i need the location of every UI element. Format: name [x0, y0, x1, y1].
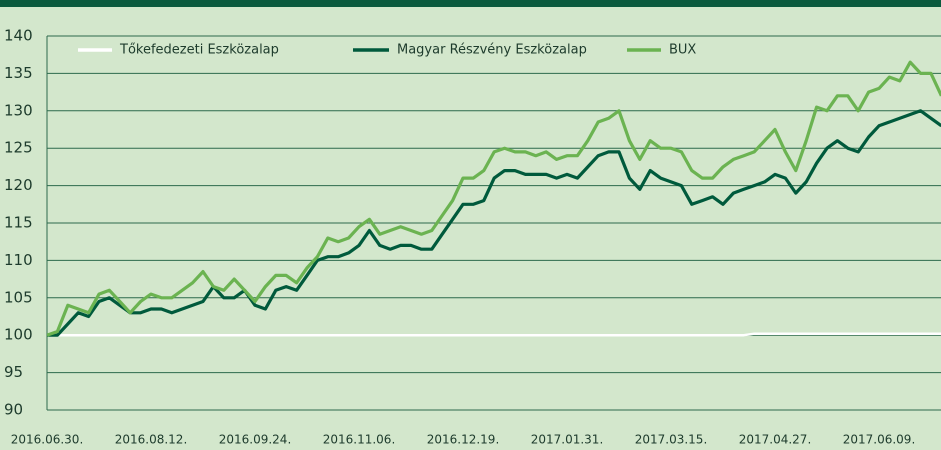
x-tick-label: 2017.06.09. — [843, 433, 916, 447]
x-tick-label: 2016.11.06. — [323, 433, 396, 447]
legend-label: Magyar Részvény Eszközalap — [397, 43, 587, 58]
labels: 90 95 100 105 110 115 120 125 130 135 140 2016.06.3… — [4, 27, 915, 447]
x-tick-label: 2016.09.24. — [219, 433, 292, 447]
x-tick-label: 2016.08.12. — [115, 433, 188, 447]
legend-label: BUX — [669, 43, 696, 58]
y-tick-label: 125 — [4, 139, 33, 157]
grid — [46, 35, 941, 411]
y-tick-label: 105 — [4, 288, 33, 306]
x-tick-label: 2016.06.30. — [11, 433, 84, 447]
y-tick-label: 110 — [4, 251, 33, 269]
lines — [47, 60, 941, 337]
y-tick-label: 130 — [4, 101, 33, 119]
x-tick-label: 2017.03.15. — [635, 433, 708, 447]
y-tick-label: 100 — [4, 326, 33, 344]
legend-label: Tőkefedezeti Eszközalap — [119, 43, 279, 58]
x-tick-label: 2017.01.31. — [531, 433, 604, 447]
y-tick-label: 90 — [4, 401, 23, 419]
x-tick-label: 2016.12.19. — [427, 433, 500, 447]
y-tick-label: 115 — [4, 214, 33, 232]
y-tick-label: 140 — [4, 27, 33, 45]
series-line — [47, 109, 941, 337]
series-line — [47, 60, 941, 337]
y-tick-label: 95 — [4, 363, 23, 381]
top-bar — [0, 0, 941, 7]
series-line — [47, 332, 941, 337]
x-tick-label: 2017.04.27. — [739, 433, 812, 447]
y-tick-label: 120 — [4, 176, 33, 194]
y-tick-label: 135 — [4, 64, 33, 82]
